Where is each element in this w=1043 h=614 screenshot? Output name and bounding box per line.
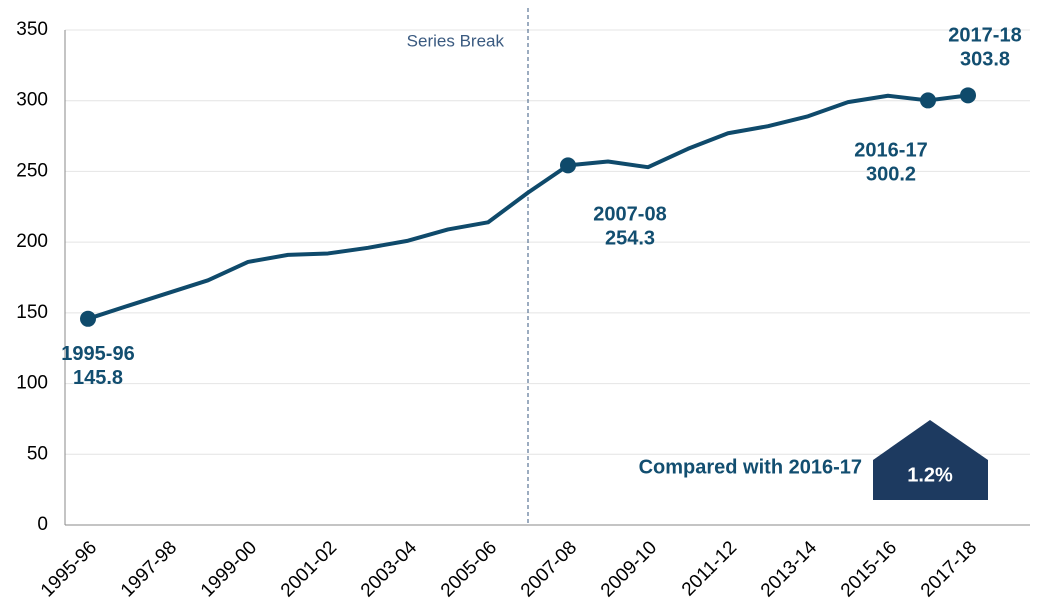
point-label-category: 2017-18 [948,25,1021,47]
x-tick-label: 1997-98 [117,537,181,601]
point-label-category: 2007-08 [593,204,666,226]
x-tick-label: 2009-10 [597,537,661,601]
series-break-label: Series Break [407,31,505,50]
y-tick-label: 100 [16,373,48,394]
y-tick-label: 200 [16,231,48,252]
y-tick-label: 50 [27,443,48,464]
x-tick-label: 1995-96 [37,537,101,601]
point-label-value: 303.8 [960,49,1010,71]
point-marker [80,310,96,327]
x-tick-label: 2011-12 [678,537,741,600]
y-tick-label: 150 [16,302,48,323]
point-marker [920,92,936,109]
x-tick-label: 2013-14 [757,537,821,601]
callout-value: 1.2% [907,464,953,486]
line [87,93,969,321]
point-label-value: 145.8 [73,367,123,389]
y-tick-label: 250 [16,160,48,181]
x-tick-label: 2005-06 [437,537,501,601]
point-label-category: 2016-17 [854,140,927,162]
y-tick-label: 300 [16,90,48,111]
x-tick-label: 2003-04 [357,537,421,601]
x-tick-label: 2007-08 [517,537,581,601]
y-tick-label: 0 [37,514,48,535]
point-label-category: 1995-96 [61,343,134,365]
x-tick-label: 2001-02 [277,537,341,601]
x-tick-label: 2017-18 [917,537,981,601]
point-marker [960,87,976,104]
x-tick-label: 1999-00 [197,537,261,601]
point-label-value: 300.2 [866,164,916,186]
callout-arrow [873,420,988,500]
callout-text: Compared with 2016-17 [639,456,862,478]
point-label-value: 254.3 [605,228,655,250]
y-tick-label: 350 [16,19,48,40]
x-tick-label: 2015-16 [837,537,901,601]
point-marker [560,157,576,174]
